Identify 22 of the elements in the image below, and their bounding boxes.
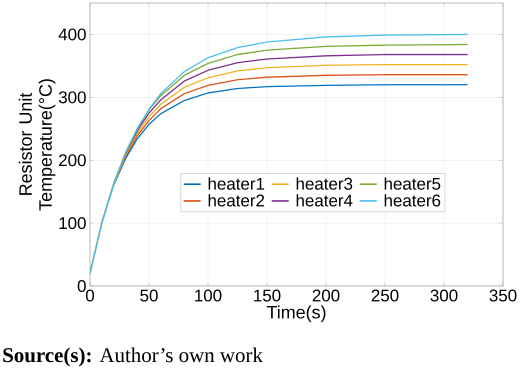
- x-tick-label: 100: [195, 290, 222, 302]
- legend-label: heater1: [208, 177, 264, 190]
- y-axis-title: Resistor Unit Temperature(°C): [18, 79, 56, 210]
- legend-label: heater2: [208, 194, 264, 207]
- text: Source(s): Author’s own work: [3, 348, 263, 366]
- x-tick-label: 200: [312, 290, 340, 302]
- y-tick-label: 200: [59, 154, 86, 166]
- x-axis-title: Time(s): [266, 305, 326, 322]
- y-tick-label: 0: [78, 280, 86, 292]
- y-tick-label: 400: [58, 28, 86, 40]
- legend-label: heater5: [384, 177, 440, 190]
- x-tick-label: 0: [86, 290, 94, 302]
- legend-label: heater6: [384, 194, 440, 207]
- x-tick-label: 150: [254, 290, 280, 302]
- legend-label: heater4: [296, 194, 352, 207]
- x-tick-label: 250: [372, 290, 398, 302]
- x-tick-label: 50: [140, 290, 158, 302]
- y-tick-label: 300: [58, 91, 86, 104]
- x-tick-label: 350: [490, 290, 516, 302]
- legend-label: heater3: [296, 177, 352, 190]
- x-tick-label: 300: [430, 290, 458, 302]
- y-tick-label: 100: [60, 217, 86, 230]
